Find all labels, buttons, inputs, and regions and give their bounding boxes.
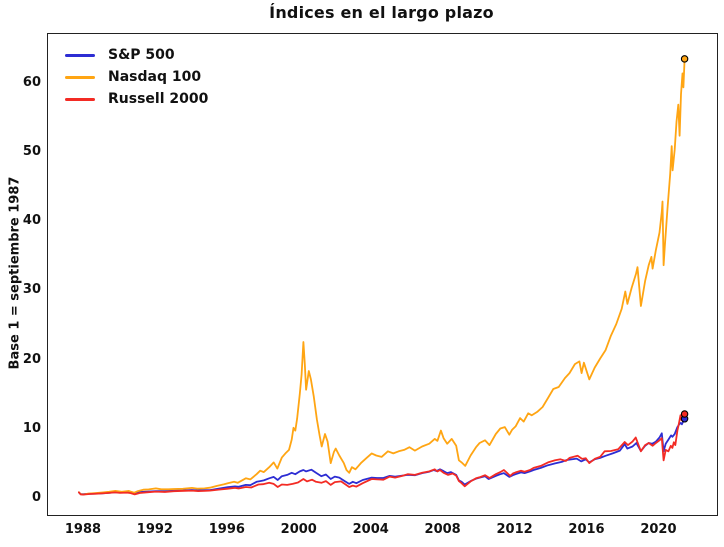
- x-tick-label-1988: 1988: [64, 522, 102, 537]
- legend: S&P 500 Nasdaq 100 Russell 2000: [65, 44, 208, 110]
- x-tick-label-2012: 2012: [496, 522, 533, 537]
- y-tick-label-60: 60: [22, 74, 41, 90]
- series-line-nasdaq-100: [77, 57, 686, 496]
- x-tick-label-2004: 2004: [352, 522, 389, 537]
- x-tick-label-2008: 2008: [424, 522, 461, 537]
- y-tick-label-40: 40: [22, 213, 41, 229]
- y-tick-label-20: 20: [22, 351, 41, 367]
- legend-label: S&P 500: [108, 47, 175, 63]
- end-marker-russell-2000: [680, 410, 689, 418]
- legend-line-swatch-nasdaq-100: [65, 75, 95, 79]
- x-tick-label-1992: 1992: [136, 522, 173, 537]
- y-axis-label: Base 1 = septiembre 1987: [7, 176, 23, 370]
- legend-line-swatch-s-p-500: [65, 53, 95, 57]
- x-tick-label-2000: 2000: [280, 522, 317, 537]
- legend-item-nasdaq-100: Nasdaq 100: [65, 66, 208, 88]
- legend-line-swatch-russell-2000: [65, 97, 95, 101]
- x-tick-label-2020: 2020: [640, 522, 677, 537]
- legend-label: Russell 2000: [108, 91, 209, 107]
- plot-canvas: [77, 55, 689, 496]
- x-tick-label-2016: 2016: [568, 522, 605, 537]
- legend-label: Nasdaq 100: [108, 69, 202, 85]
- legend-item-russell-2000: Russell 2000: [65, 88, 208, 110]
- chart-title: Índices en el largo plazo: [269, 3, 494, 22]
- x-tick-label-1996: 1996: [208, 522, 245, 537]
- legend-item-s-p-500: S&P 500: [65, 44, 208, 66]
- plot-area: S&P 500 Nasdaq 100 Russell 2000: [47, 33, 718, 516]
- y-tick-label-10: 10: [22, 420, 41, 436]
- y-tick-label-50: 50: [22, 144, 41, 160]
- y-tick-label-30: 30: [22, 282, 41, 298]
- y-tick-label-0: 0: [31, 490, 41, 506]
- series-line-russell-2000: [77, 413, 686, 496]
- end-marker-nasdaq-100: [680, 55, 689, 63]
